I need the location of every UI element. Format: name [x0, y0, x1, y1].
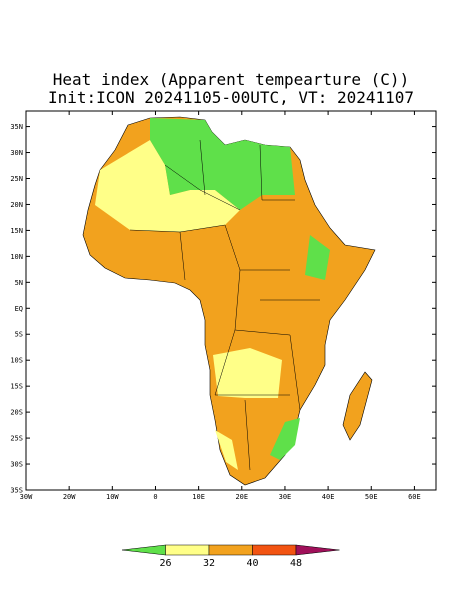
colorbar-arrow: [121, 544, 166, 556]
lon-tick-label: 0: [153, 493, 157, 501]
lon-tick-label: 10E: [192, 493, 205, 501]
title: Heat index (Apparent tempearture (C)): [53, 70, 409, 89]
colorbar-label: 32: [203, 558, 215, 569]
lon-tick-label: 20E: [235, 493, 248, 501]
lat-tick-label: 30N: [10, 149, 23, 157]
lat-tick-label: 5N: [15, 279, 23, 287]
colorbar-label: 48: [290, 558, 302, 569]
colorbar-label: 40: [246, 558, 258, 569]
lat-tick-label: 35N: [10, 123, 23, 131]
lat-tick-label: 20S: [10, 409, 23, 417]
lat-tick-label: 15N: [10, 227, 23, 235]
colorbar: 26 32 40 48: [121, 544, 340, 569]
lon-tick-label: 20W: [63, 493, 76, 501]
green-zone: [270, 418, 300, 460]
lat-tick-label: 20N: [10, 201, 23, 209]
yellow-zone: [213, 348, 282, 398]
lat-tick-label: 30S: [10, 461, 23, 469]
yellow-zone: [95, 140, 240, 232]
field: [95, 118, 330, 470]
lat-tick-label: 10N: [10, 253, 23, 261]
madagascar: [342, 371, 373, 441]
lat-tick-label: 15S: [10, 383, 23, 391]
borders: [129, 139, 320, 471]
green-zone: [305, 235, 330, 280]
green-zone: [150, 118, 295, 210]
lat-tick-label: EQ: [15, 305, 23, 313]
yellow-zone: [215, 430, 238, 470]
lat-tick-label: 35S: [10, 487, 23, 495]
lon-tick-label: 40E: [322, 493, 335, 501]
axes: 35N 30N 25N 20N 15N 10N 5N EQ 5S 10S 15S 20S 25S 30S 3…: [10, 111, 436, 501]
lat-tick-label: 25S: [10, 435, 23, 443]
lon-tick-label: 30W: [20, 493, 33, 501]
subtitle: Init:ICON 20241105-00UTC, VT: 20241107: [48, 88, 414, 107]
lat-tick-label: 10S: [10, 357, 23, 365]
lon-tick-label: 60E: [408, 493, 421, 501]
colorbar-box: [208, 544, 253, 556]
lat-tick-label: 25N: [10, 175, 23, 183]
colorbar-box: [165, 544, 210, 556]
colorbar-label: 26: [159, 558, 171, 569]
colorbar-box: [252, 544, 297, 556]
lon-tick-label: 30E: [279, 493, 292, 501]
border: [129, 139, 320, 471]
lon-tick-label: 50E: [365, 493, 378, 501]
colorbar-arrow: [295, 544, 340, 556]
lon-tick-label: 10W: [106, 493, 119, 501]
lat-tick-label: 5S: [15, 331, 23, 339]
